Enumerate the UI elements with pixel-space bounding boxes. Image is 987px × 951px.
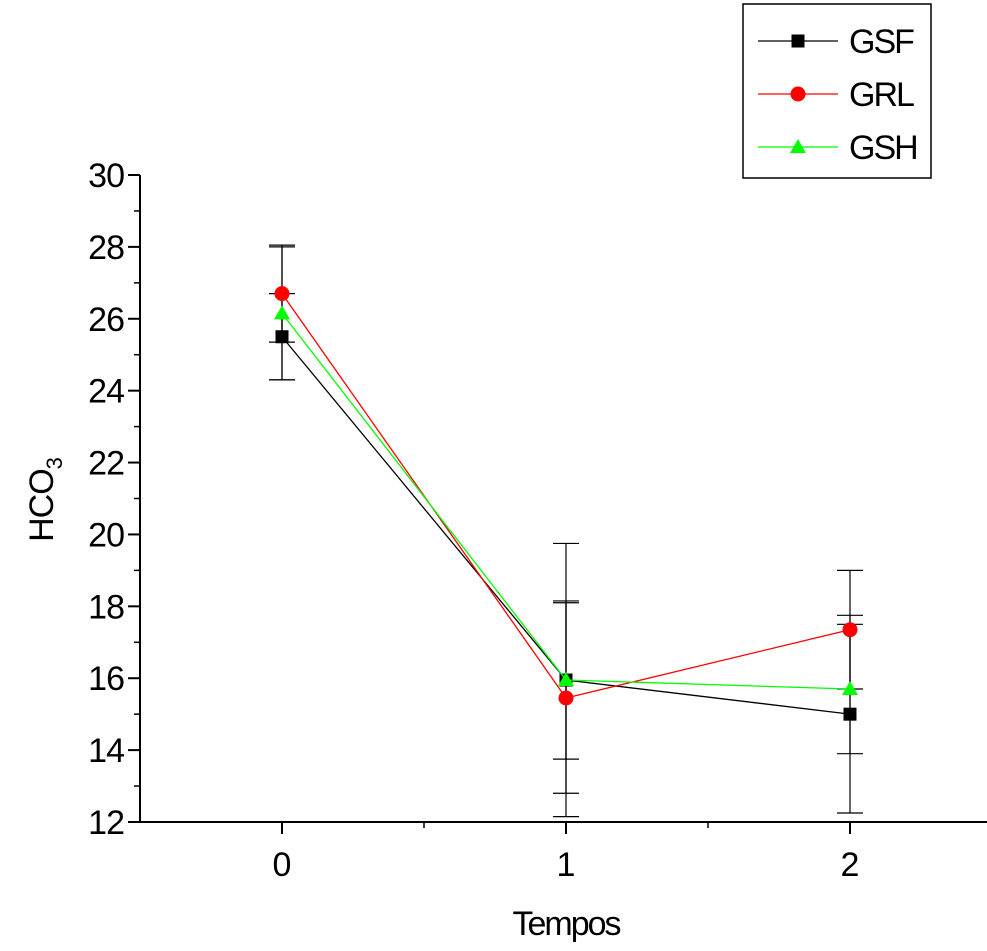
data-point	[274, 286, 290, 302]
x-tick-label: 0	[273, 846, 292, 884]
series-grl	[274, 286, 858, 706]
data-point	[843, 707, 857, 721]
legend-label: GSH	[849, 129, 917, 167]
y-tick-label: 20	[88, 516, 124, 554]
y-tick-label: 26	[88, 301, 124, 339]
y-tick-label: 28	[88, 229, 124, 267]
y-tick-label: 14	[88, 732, 124, 770]
series-gsh	[274, 305, 858, 696]
legend-label: GRL	[849, 76, 914, 114]
y-tick-label: 30	[88, 157, 124, 195]
legend-marker	[790, 86, 806, 102]
legend-entry-gsh: GSH	[758, 129, 919, 167]
legend-entry-gsf: GSF	[758, 23, 916, 61]
data-point	[558, 690, 574, 706]
data-point	[275, 330, 289, 344]
y-axis-label: HCO3	[23, 457, 67, 542]
y-axis-label-subscript: 3	[42, 457, 67, 469]
y-axis-label-main: HCO	[23, 469, 61, 542]
y-tick-label: 12	[88, 804, 124, 842]
y-axis-label-group: HCO3	[23, 457, 67, 542]
y-tick-label: 22	[88, 445, 124, 483]
data-point	[842, 681, 858, 696]
y-axis-ticks: 12 14 16 18 20 22 24 26 28 30	[88, 157, 140, 842]
data-point	[558, 672, 574, 687]
plot-area	[269, 244, 863, 818]
x-axis-label: Tempos	[512, 905, 620, 943]
x-tick-label: 1	[557, 846, 576, 884]
x-tick-label: 2	[841, 846, 860, 884]
y-tick-label: 18	[88, 588, 124, 626]
legend-entries: GSF GRL GSH	[758, 23, 919, 167]
data-point	[842, 622, 858, 638]
legend-marker	[791, 34, 805, 48]
y-tick-label: 24	[88, 373, 124, 411]
legend: GSF GRL GSH	[742, 3, 932, 179]
legend-entry-grl: GRL	[758, 76, 916, 114]
y-tick-label: 16	[88, 660, 124, 698]
data-point	[274, 305, 290, 320]
legend-label: GSF	[849, 23, 914, 61]
legend-box	[742, 3, 932, 179]
x-axis-ticks: 0 1 2	[273, 822, 860, 884]
legend-marker	[790, 139, 806, 153]
